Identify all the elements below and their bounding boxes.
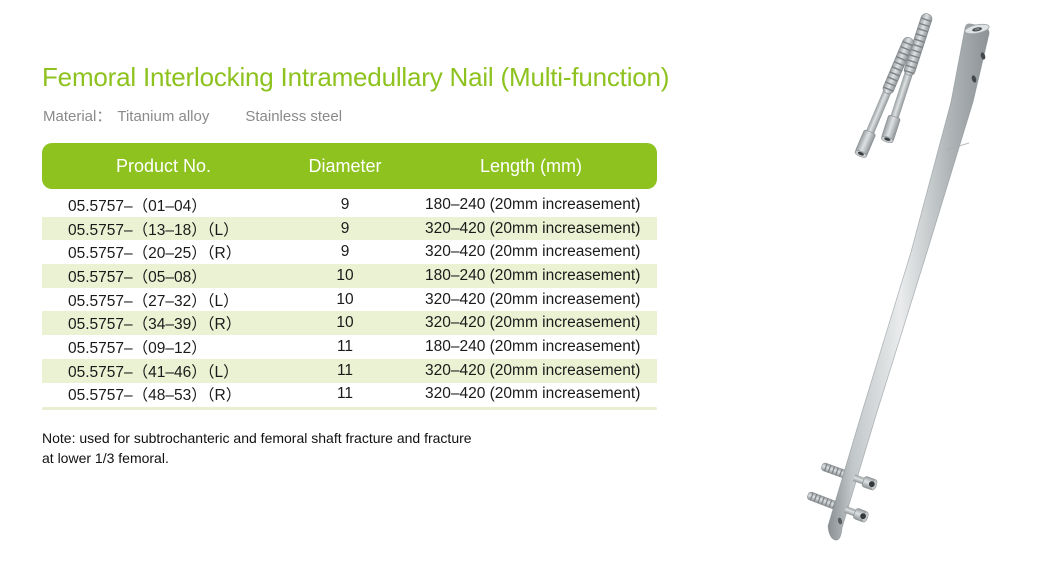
material-label: Material：	[43, 108, 112, 125]
table-header-diameter: Diameter	[308, 155, 382, 176]
cell-length: 320–420 (20mm increasement)	[425, 361, 641, 379]
distal-screw-a-threads	[821, 462, 848, 479]
cell-diameter: 9	[340, 243, 350, 261]
cell-product-no: 05.5757–（13–18）（L）	[68, 221, 239, 239]
cell-length: 320–420 (20mm increasement)	[425, 290, 641, 308]
cell-product-no: 05.5757–（27–32）（L）	[68, 292, 239, 310]
cell-product-no: 05.5757–（41–46）（L）	[68, 363, 239, 381]
table-row: 05.5757–（13–18）（L） 9 320–420 (20mm increas…	[42, 216, 657, 241]
note-line-1: Note: used for subtrochanteric and femor…	[42, 430, 472, 446]
cell-length: 180–240 (20mm increasement)	[425, 337, 641, 355]
table-row: 05.5757–（41–46）（L） 11 320–420 (20mm increa…	[42, 358, 657, 383]
cell-diameter: 10	[336, 314, 354, 332]
material-option-stainless: Stainless steel	[245, 108, 343, 125]
cell-length: 320–420 (20mm increasement)	[425, 385, 641, 403]
cell-length: 320–420 (20mm increasement)	[425, 219, 641, 237]
cell-diameter: 11	[336, 385, 354, 403]
cell-diameter: 10	[336, 266, 354, 284]
intramedullary-nail-photo	[807, 13, 990, 541]
cell-diameter: 9	[340, 195, 350, 213]
table-row: 05.5757–（34–39）（R） 10 320–420 (20mm increa…	[42, 311, 657, 336]
cell-product-no: 05.5757–（01–04）	[68, 197, 207, 215]
distal-screw-a-head	[852, 474, 878, 491]
table-row: 05.5757–（01–04） 9 180–240 (20mm increaseme…	[42, 193, 657, 217]
cell-product-no: 05.5757–（20–25）（R）	[68, 245, 242, 263]
cell-length: 320–420 (20mm increasement)	[425, 314, 641, 332]
table-row: 05.5757–（48–53）（R） 11 320–420 (20mm increa…	[42, 383, 657, 407]
cell-diameter: 11	[336, 361, 354, 379]
cell-product-no: 05.5757–（09–12）	[68, 339, 207, 357]
table-bottom-strip	[42, 407, 657, 411]
cell-product-no: 05.5757–（48–53）（R）	[68, 387, 242, 405]
table-row: 05.5757–（05–08） 10 180–240 (20mm increasem…	[42, 264, 657, 288]
material-option-titanium: Titanium alloy	[117, 108, 210, 125]
cell-length: 320–420 (20mm increasement)	[425, 243, 641, 261]
cell-diameter: 10	[336, 290, 354, 308]
note-text: Note: used for subtrochanteric and femor…	[42, 428, 472, 468]
distal-screw-b-threads	[807, 491, 837, 509]
product-table: Product No. Diameter Length (mm) 05.5757…	[42, 143, 657, 411]
table-body: 05.5757–（01–04） 9 180–240 (20mm increaseme…	[42, 193, 657, 406]
note-line-2: at lower 1/3 femoral.	[42, 450, 169, 466]
cell-length: 180–240 (20mm increasement)	[425, 195, 641, 213]
proximal-screw-b-head	[854, 129, 876, 158]
cell-product-no: 05.5757–（05–08）	[68, 268, 207, 286]
material-line: Material： Titanium alloy Stainless steel	[43, 105, 342, 126]
distal-screw-b-head	[844, 506, 869, 523]
proximal-screw-b-shaft	[863, 37, 914, 140]
table-row: 05.5757–（27–32）（L） 10 320–420 (20mm increa…	[42, 288, 657, 312]
cell-length: 180–240 (20mm increasement)	[425, 266, 641, 284]
cell-diameter: 11	[336, 337, 354, 355]
table-header-length: Length (mm)	[479, 155, 583, 176]
table-header-row: Product No. Diameter Length (mm)	[42, 143, 657, 189]
cell-diameter: 9	[340, 219, 350, 237]
page-title: Femoral Interlocking Intramedullary Nail…	[42, 62, 670, 92]
table-header-product-no: Product No.	[115, 155, 212, 176]
table-row: 05.5757–（20–25）（R） 9 320–420 (20mm increas…	[42, 240, 657, 264]
cell-product-no: 05.5757–（34–39）（R）	[68, 316, 242, 334]
proximal-screw-a-head	[880, 115, 901, 143]
nail-body	[827, 23, 990, 541]
proximal-screw-a-shaft	[888, 13, 933, 124]
table-row: 05.5757–（09–12） 11 180–240 (20mm increasem…	[42, 335, 657, 359]
